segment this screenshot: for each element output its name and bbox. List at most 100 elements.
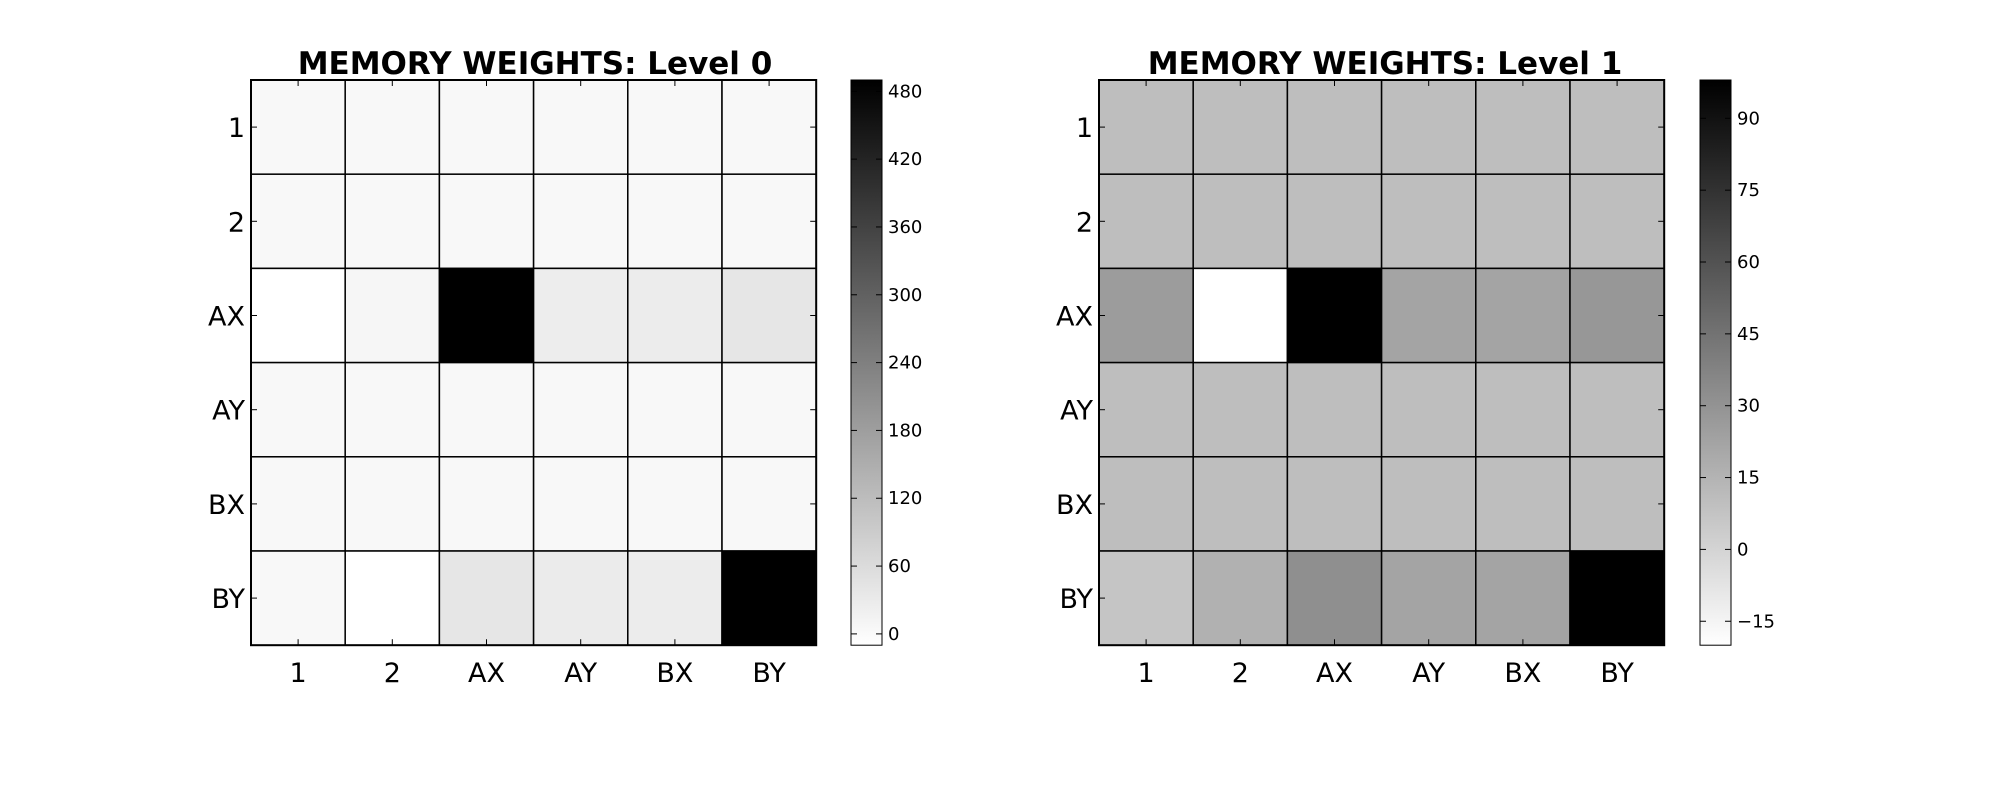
axis-ticks <box>1099 80 1665 646</box>
heatmap-cell <box>1098 550 1194 646</box>
heatmap-panel-level-0: MEMORY WEIGHTS: Level 0 1 2 AX AY BX BY 1 2 AX A… <box>208 46 922 689</box>
heatmap-cell <box>250 267 346 364</box>
colorbar-tick-label: 60 <box>1737 252 1760 273</box>
x-axis-tick-labels: 1 2 AX AY BX BY <box>290 658 787 689</box>
heatmap-cell <box>1569 267 1665 364</box>
colorbar-tick-label: 45 <box>1737 324 1760 345</box>
heatmap-cell <box>250 361 346 458</box>
plot-frame <box>1098 79 1666 647</box>
colorbar-tick-label: 90 <box>1737 108 1760 129</box>
heatmap-cell <box>344 550 441 646</box>
y-tick-label: AX <box>1056 302 1093 333</box>
x-tick-label: 1 <box>1138 658 1155 689</box>
heatmap-cell <box>1286 267 1383 364</box>
y-axis-tick-labels: 1 2 AX AY BX BY <box>208 113 246 615</box>
heatmap-cell <box>1098 456 1194 552</box>
heatmap-cell <box>627 173 723 270</box>
heatmap-cell <box>1192 173 1289 270</box>
heatmap-cell <box>1192 550 1289 646</box>
heatmap-cell <box>1380 456 1477 552</box>
heatmap-cell <box>721 267 817 364</box>
colorbar-tick-label: 360 <box>888 217 922 238</box>
heatmap-cell <box>1380 550 1477 646</box>
heatmap-cell <box>438 267 535 364</box>
heatmap-cell <box>721 79 817 175</box>
colorbar-tick-label: 240 <box>888 353 922 374</box>
y-tick-label: 1 <box>228 113 245 144</box>
x-tick-label: AX <box>468 658 505 689</box>
x-tick-label: BX <box>656 658 693 689</box>
heatmap-cell <box>532 79 629 175</box>
heatmap-cell <box>721 456 817 552</box>
heatmap-cell <box>344 79 441 175</box>
heatmap-cell <box>250 79 346 175</box>
heatmap-cell <box>344 267 441 364</box>
heatmap-cell <box>721 361 817 458</box>
heatmap-cell <box>1098 173 1194 270</box>
colorbar-tick-label: 420 <box>888 149 922 170</box>
colorbar-tick-label: 75 <box>1737 180 1760 201</box>
heatmap-cell <box>1192 79 1289 175</box>
heatmap-cell <box>1286 456 1383 552</box>
heatmap-cell <box>344 456 441 552</box>
heatmap-cell <box>1569 173 1665 270</box>
heatmap-cell <box>1286 550 1383 646</box>
colorbar: −15 0 15 30 45 60 75 90 <box>1699 79 1775 646</box>
x-tick-label: 2 <box>384 658 401 689</box>
colorbar-tick-label: 120 <box>888 488 922 509</box>
y-tick-label: 2 <box>1076 207 1093 238</box>
chart-title: MEMORY WEIGHTS: Level 1 <box>1148 46 1623 82</box>
colorbar-tick-label: 180 <box>888 420 922 441</box>
heatmap-cell <box>1380 361 1477 458</box>
heatmap-cell <box>438 456 535 552</box>
heatmap-cell <box>627 456 723 552</box>
x-tick-label: BY <box>752 658 786 689</box>
heatmap-cell <box>627 79 723 175</box>
heatmap-cell <box>532 550 629 646</box>
heatmap-cell <box>532 173 629 270</box>
heatmap-cell <box>1098 361 1194 458</box>
axis-ticks <box>251 80 817 646</box>
heatmap-cell <box>438 550 535 646</box>
y-tick-label: AY <box>212 396 245 427</box>
colorbar-tick-label: 480 <box>888 81 922 102</box>
heatmap-cell <box>1569 79 1665 175</box>
colorbar-tick-label: −15 <box>1737 611 1775 632</box>
heatmap-cell <box>250 550 346 646</box>
x-tick-label: BX <box>1504 658 1541 689</box>
y-tick-label: BY <box>1059 584 1093 615</box>
heatmap-cell <box>1098 79 1194 175</box>
colorbar-gradient <box>1699 79 1732 646</box>
heatmap-cell <box>250 173 346 270</box>
chart-title: MEMORY WEIGHTS: Level 0 <box>298 46 773 82</box>
x-tick-label: AX <box>1316 658 1353 689</box>
heatmap-cell <box>1475 267 1571 364</box>
heatmap-cells <box>250 79 818 647</box>
heatmap-cell <box>1475 456 1571 552</box>
heatmap-cell <box>1475 361 1571 458</box>
heatmap-cell <box>532 361 629 458</box>
heatmap-cell <box>532 267 629 364</box>
heatmap-cell <box>532 456 629 552</box>
heatmap-cell <box>1286 173 1383 270</box>
heatmap-cell <box>1569 456 1665 552</box>
heatmap-cell <box>1569 361 1665 458</box>
heatmap-cell <box>721 550 817 646</box>
heatmap-cell <box>627 550 723 646</box>
y-tick-label: 1 <box>1076 113 1093 144</box>
y-tick-label: 2 <box>228 207 245 238</box>
y-axis-tick-labels: 1 2 AX AY BX BY <box>1056 113 1094 615</box>
heatmap-cell <box>1380 267 1477 364</box>
heatmap-cell <box>250 456 346 552</box>
colorbar-tick-label: 300 <box>888 285 922 306</box>
x-tick-label: AY <box>564 658 597 689</box>
x-tick-label: AY <box>1412 658 1445 689</box>
heatmap-cell <box>1569 550 1665 646</box>
heatmap-cell <box>438 173 535 270</box>
colorbar-tick-label: 15 <box>1737 468 1760 489</box>
y-tick-label: BY <box>211 584 245 615</box>
x-axis-tick-labels: 1 2 AX AY BX BY <box>1138 658 1635 689</box>
heatmap-cell <box>1192 456 1289 552</box>
heatmap-cell <box>721 173 817 270</box>
heatmap-cell <box>627 361 723 458</box>
